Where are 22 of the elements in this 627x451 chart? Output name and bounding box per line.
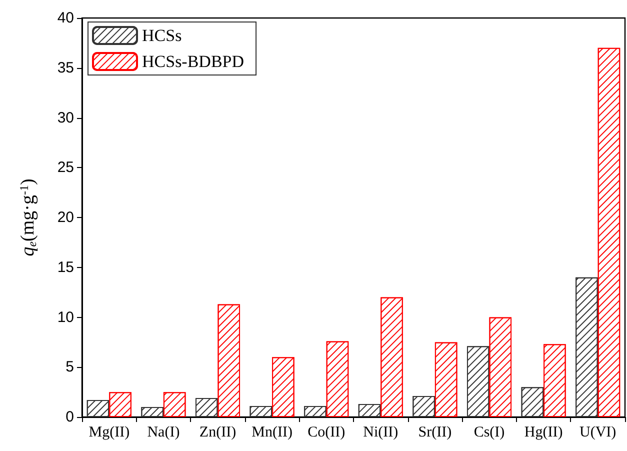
x-tick-label: Ni(II) — [363, 424, 398, 440]
y-tick-label: 15 — [57, 258, 74, 276]
y-axis-title: qe(mg·g-1) — [17, 178, 39, 256]
x-tick-label: Na(I) — [147, 424, 180, 440]
x-tick-label: Cs(I) — [474, 424, 505, 440]
x-tick-label: Sr(II) — [418, 424, 452, 440]
y-tick-label: 35 — [57, 59, 74, 76]
y-tick-label: 0 — [66, 408, 74, 426]
x-tick-label: Zn(II) — [199, 424, 236, 440]
y-tick-label: 40 — [57, 10, 74, 26]
y-tick-label: 10 — [57, 308, 74, 326]
legend-label: HCSs-BDBPD — [142, 52, 244, 71]
y-tick-label: 5 — [66, 358, 74, 376]
x-tick-label: Mn(II) — [252, 424, 292, 440]
x-tick-label: Hg(II) — [524, 424, 563, 440]
legend-label: HCSs — [142, 26, 182, 45]
y-tick-label: 30 — [57, 109, 74, 126]
y-tick-label: 25 — [57, 159, 74, 176]
y-tick-label: 20 — [57, 209, 74, 226]
x-tick-label: Mg(II) — [88, 424, 130, 440]
x-tick-label: Co(II) — [308, 424, 346, 440]
x-tick-label: U(VI) — [580, 424, 616, 440]
